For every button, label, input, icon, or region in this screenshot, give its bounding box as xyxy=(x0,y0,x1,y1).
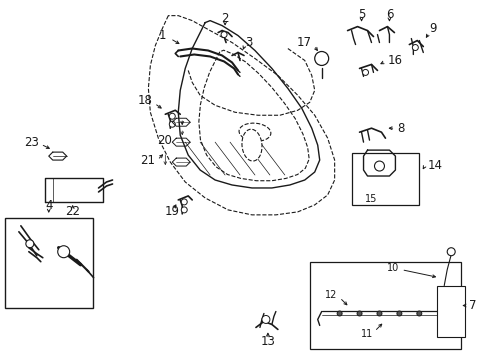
Bar xyxy=(351,153,419,205)
Circle shape xyxy=(362,69,368,75)
Text: 20: 20 xyxy=(157,134,172,147)
Text: 8: 8 xyxy=(397,122,404,135)
Text: 7: 7 xyxy=(468,299,476,312)
Ellipse shape xyxy=(239,123,270,141)
Circle shape xyxy=(262,315,269,323)
Text: 1: 1 xyxy=(158,29,166,42)
Text: 15: 15 xyxy=(365,194,377,204)
Text: 17: 17 xyxy=(296,36,311,49)
Bar xyxy=(309,262,460,349)
Circle shape xyxy=(26,240,34,248)
Circle shape xyxy=(376,311,381,316)
Circle shape xyxy=(336,311,342,316)
Text: 10: 10 xyxy=(386,263,399,273)
Circle shape xyxy=(411,45,417,50)
Text: 3: 3 xyxy=(244,36,252,49)
Circle shape xyxy=(374,161,384,171)
Bar xyxy=(436,285,464,337)
Text: 6: 6 xyxy=(385,8,392,21)
Text: 22: 22 xyxy=(65,205,80,219)
Text: 16: 16 xyxy=(386,54,402,67)
Circle shape xyxy=(181,207,187,213)
Circle shape xyxy=(416,311,421,316)
Text: 19: 19 xyxy=(164,205,180,219)
Circle shape xyxy=(181,199,187,205)
Text: 21: 21 xyxy=(140,154,155,167)
Circle shape xyxy=(169,121,175,127)
Text: 12: 12 xyxy=(325,289,337,300)
Circle shape xyxy=(169,113,175,119)
Text: 5: 5 xyxy=(357,8,365,21)
Bar xyxy=(5,218,92,307)
Text: 14: 14 xyxy=(427,158,441,172)
Text: 13: 13 xyxy=(260,335,275,348)
Circle shape xyxy=(447,248,454,256)
Ellipse shape xyxy=(242,129,262,161)
Text: 23: 23 xyxy=(24,136,39,149)
Text: 18: 18 xyxy=(137,94,152,107)
Text: 11: 11 xyxy=(361,329,373,339)
Circle shape xyxy=(396,311,401,316)
Text: 4: 4 xyxy=(45,199,52,212)
Text: 9: 9 xyxy=(428,22,436,35)
Circle shape xyxy=(356,311,361,316)
Text: 2: 2 xyxy=(221,12,228,25)
Circle shape xyxy=(221,32,226,37)
Circle shape xyxy=(314,51,328,66)
Circle shape xyxy=(58,246,69,258)
